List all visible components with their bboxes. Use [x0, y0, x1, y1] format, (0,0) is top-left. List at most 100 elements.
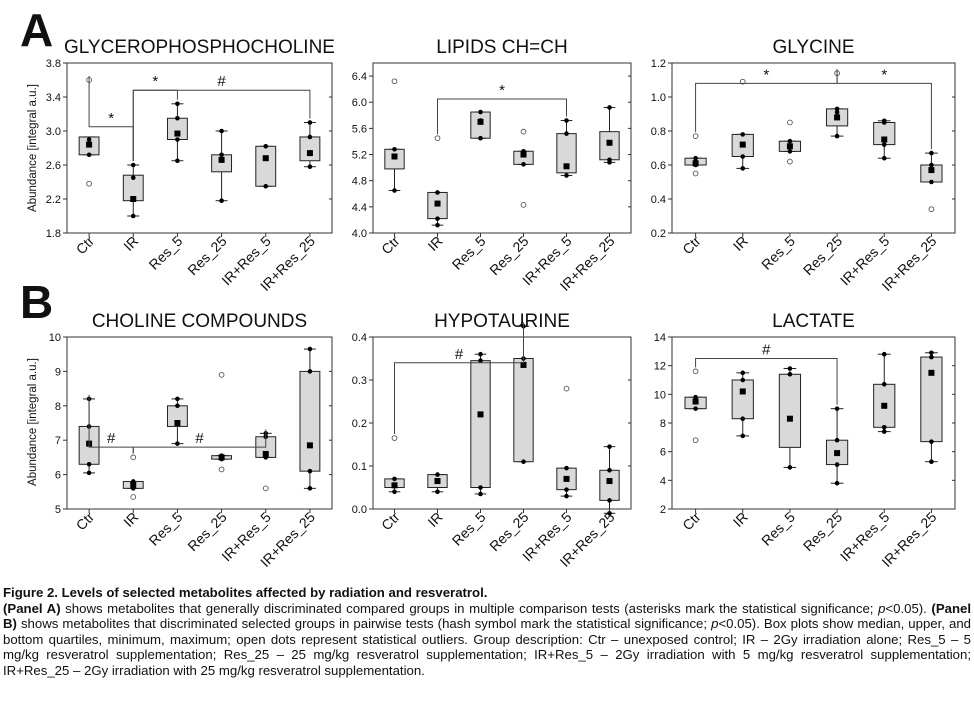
x-category-label: Res_25	[800, 509, 846, 555]
box-Res_25	[513, 128, 534, 208]
data-point	[693, 159, 698, 164]
median-marker	[434, 200, 441, 207]
median-marker	[606, 139, 613, 146]
x-category-label: IR	[424, 509, 445, 530]
data-point	[740, 166, 746, 171]
caption-panel-b-label: (Panel B)	[3, 600, 971, 632]
box-IR	[122, 162, 144, 219]
data-point	[175, 115, 180, 121]
box-IR+Res_25	[599, 105, 620, 165]
box-Res_5	[166, 396, 188, 446]
outlier-point	[563, 385, 570, 392]
x-category-label: IR	[120, 509, 141, 530]
data-point	[693, 394, 698, 400]
box-Res_25	[825, 406, 849, 486]
y-tick-label: 0.1	[352, 461, 367, 473]
x-category-label: Ctr	[378, 509, 403, 534]
data-point	[435, 472, 440, 477]
box-Ctr	[384, 78, 405, 193]
y-tick-label: 10	[49, 332, 61, 344]
bracket-line	[437, 98, 567, 135]
y-tick-label: 4.0	[352, 228, 367, 240]
y-tick-label: 0.4	[352, 332, 367, 344]
x-category-label: Ctr	[679, 233, 704, 258]
y-tick-label: 4	[660, 475, 666, 487]
y-tick-label: 14	[654, 332, 666, 344]
box-IR+Res_5	[255, 144, 277, 189]
y-tick-label: 6	[660, 447, 666, 459]
significance-symbol: *	[763, 66, 769, 83]
data-point	[435, 222, 440, 228]
x-category-label: Ctr	[679, 509, 704, 534]
x-category-label: Res_5	[758, 233, 798, 273]
plot-frame	[66, 62, 333, 234]
data-point	[478, 109, 483, 115]
x-category-label: Res_5	[758, 509, 798, 549]
x-category-label: Ctr	[73, 233, 98, 258]
data-point	[478, 491, 483, 497]
box-iqr	[470, 360, 491, 488]
data-point	[521, 162, 526, 167]
data-point	[521, 148, 526, 154]
data-point	[929, 459, 934, 465]
chart-title: LACTATE	[772, 311, 855, 332]
data-point	[881, 425, 887, 430]
data-point	[86, 152, 92, 158]
x-category-label: IR	[424, 233, 445, 254]
data-point	[740, 433, 746, 439]
outlier-point	[739, 78, 746, 85]
chart-title: HYPOTAURINE	[434, 311, 570, 332]
box-iqr	[299, 136, 321, 162]
significance-symbol: *	[152, 73, 158, 90]
data-point	[607, 498, 612, 503]
data-point	[693, 406, 698, 411]
data-point	[607, 444, 612, 449]
outlier-point	[391, 78, 398, 85]
median-marker	[563, 475, 570, 482]
data-point	[130, 162, 136, 168]
significance-symbol: #	[762, 342, 771, 359]
y-tick-label: 1.0	[651, 92, 666, 104]
y-tick-label: 6	[55, 470, 61, 482]
y-tick-label: 10	[654, 389, 666, 401]
data-point	[130, 479, 136, 484]
y-tick-label: 0.0	[352, 504, 367, 516]
y-tick-label: 0.3	[352, 375, 367, 387]
outlier-point	[218, 466, 225, 473]
data-point	[435, 216, 440, 221]
outlier-point	[520, 128, 527, 135]
data-point	[307, 134, 313, 140]
box-IR	[731, 78, 754, 171]
y-tick-label: 5	[55, 504, 61, 516]
data-point	[881, 429, 887, 434]
data-point	[740, 370, 746, 376]
data-point	[787, 144, 793, 149]
figure-caption: Figure 2. Levels of selected metabolites…	[3, 585, 971, 679]
median-marker	[881, 136, 888, 143]
data-point	[693, 399, 698, 404]
data-point	[435, 190, 440, 195]
data-point	[881, 118, 887, 124]
plot-frame	[671, 62, 956, 234]
outlier-point	[130, 454, 137, 461]
median-marker	[262, 155, 269, 162]
median-marker	[928, 369, 935, 376]
caption-title: Figure 2. Levels of selected metabolites…	[3, 585, 488, 600]
y-tick-label: 2	[660, 504, 666, 516]
data-point	[693, 155, 698, 161]
box-IR+Res_25	[920, 350, 943, 465]
x-category-label: IR	[730, 233, 751, 254]
data-point	[607, 511, 612, 516]
y-axis-label-panel-b: Abundance [integral a.u.]	[27, 358, 39, 486]
caption-p-symbol: p	[878, 600, 886, 616]
significance-bracket: #	[132, 73, 311, 161]
box-Res_5	[778, 119, 802, 165]
bracket-line	[394, 322, 524, 435]
significance-symbol: #	[217, 73, 226, 90]
data-point	[86, 461, 92, 467]
x-category-label: Ctr	[73, 509, 98, 534]
data-point	[564, 493, 569, 499]
y-tick-label: 7	[55, 435, 61, 447]
y-tick-label: 0.2	[651, 228, 666, 240]
